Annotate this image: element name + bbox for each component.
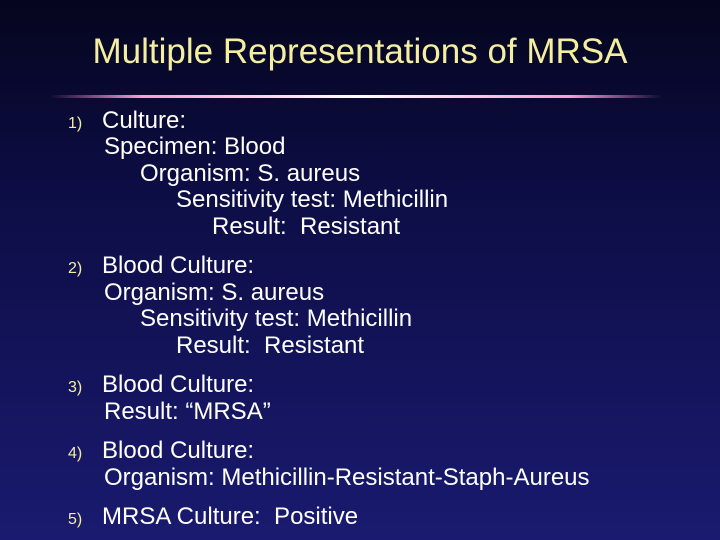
item-detail: Organism: Methicillin-Resistant-Staph-Au… xyxy=(104,463,590,491)
item-detail: Specimen: Blood xyxy=(104,133,286,160)
item-detail: Organism: S. aureus xyxy=(104,278,325,306)
item-detail: Sensitivity test: Methicillin xyxy=(140,305,413,332)
item-heading: Blood Culture: xyxy=(102,252,255,279)
item-detail: Result: “MRSA” xyxy=(104,397,271,425)
item-number: 1) xyxy=(68,114,83,132)
item-detail: Result: Resistant xyxy=(176,331,365,359)
item-detail: Sensitivity test: Methicillin xyxy=(176,186,449,213)
item-number: 2) xyxy=(68,260,83,277)
item-heading: Culture: xyxy=(102,106,187,134)
item-number: 3) xyxy=(68,379,83,396)
title-rule xyxy=(50,95,662,98)
item-number: 4) xyxy=(68,445,83,462)
slide-title: Multiple Representations of MRSA xyxy=(92,32,628,71)
item-heading: MRSA Culture: Positive xyxy=(102,503,359,530)
item-detail: Result: Resistant xyxy=(212,212,401,240)
item-number: 5) xyxy=(68,511,83,528)
item-heading: Blood Culture: xyxy=(102,437,255,464)
item-heading: Blood Culture: xyxy=(102,371,255,398)
item-detail: Organism: S. aureus xyxy=(140,159,361,187)
